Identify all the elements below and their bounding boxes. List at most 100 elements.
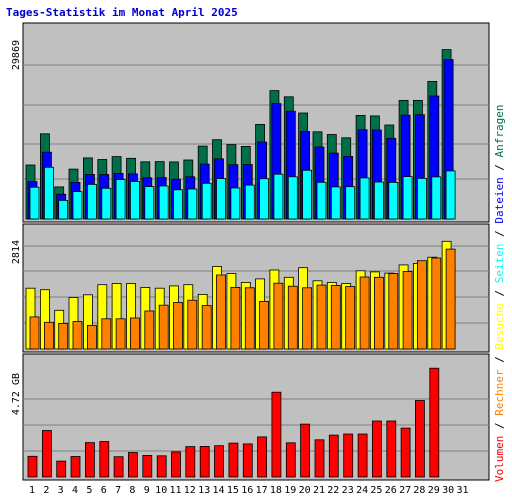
bar-rechner-day-1 — [29, 316, 40, 350]
x-tick-label: 18 — [270, 485, 282, 496]
x-tick-label: 7 — [115, 485, 121, 496]
series-volumen — [27, 367, 440, 478]
bar-seiten-day-28 — [416, 177, 427, 220]
bar-seiten-day-24 — [359, 177, 370, 220]
bar-rechner-day-13 — [201, 305, 212, 350]
bar-volumen-day-15 — [228, 442, 239, 478]
bar-volumen-day-20 — [300, 423, 311, 478]
bar-volumen-day-25 — [371, 420, 382, 478]
x-tick-label: 28 — [413, 485, 425, 496]
bar-seiten-day-12 — [187, 188, 198, 220]
bar-seiten-day-27 — [402, 176, 413, 220]
bar-rechner-day-26 — [388, 273, 399, 350]
legend-separator: / — [493, 416, 506, 436]
x-tick-label: 10 — [155, 485, 167, 496]
bar-volumen-day-5 — [85, 442, 95, 478]
bar-seiten-day-4 — [72, 191, 83, 220]
bar-volumen-day-2 — [42, 430, 52, 478]
bar-seiten-day-7 — [115, 179, 126, 220]
bar-rechner-day-7 — [115, 318, 126, 350]
bar-volumen-day-28 — [414, 400, 425, 478]
bar-volumen-day-12 — [185, 446, 196, 478]
bar-rechner-day-9 — [144, 310, 155, 350]
bar-volumen-day-14 — [214, 445, 224, 478]
bar-volumen-day-7 — [113, 456, 124, 478]
bar-rechner-day-25 — [373, 276, 384, 350]
bar-volumen-day-26 — [386, 420, 397, 478]
bar-rechner-day-16 — [244, 287, 255, 350]
legend-dateien: Dateien — [493, 177, 506, 223]
bar-seiten-day-10 — [158, 185, 169, 220]
x-tick-label: 15 — [227, 485, 239, 496]
bar-volumen-day-9 — [142, 454, 153, 478]
bar-rechner-day-8 — [129, 317, 140, 350]
panel-bottom-max-label: 4.72 GB — [11, 373, 22, 415]
legend-separator: / — [493, 157, 506, 177]
bar-seiten-day-21 — [316, 181, 327, 220]
series-rechner — [29, 248, 456, 350]
bar-volumen-day-1 — [27, 455, 38, 478]
x-tick-label: 30 — [442, 485, 454, 496]
bar-seiten-day-23 — [345, 186, 356, 220]
bar-seiten-day-5 — [87, 183, 97, 220]
bar-volumen-day-16 — [242, 443, 253, 478]
x-axis-labels: 1 2 3 4 5 6 7 8 9 10 11 12 13 14 15 16 17 18 19 20 21 22 23 24 2… — [29, 485, 469, 496]
bar-volumen-day-29 — [429, 367, 440, 478]
bar-seiten-day-29 — [431, 176, 442, 220]
panel-middle-max-label: 2814 — [11, 240, 22, 264]
x-tick-label: 5 — [86, 485, 92, 496]
bar-seiten-day-26 — [388, 181, 399, 220]
bar-seiten-day-14 — [216, 178, 226, 220]
bar-rechner-day-10 — [158, 304, 169, 350]
legend-separator: / — [493, 224, 506, 244]
bar-seiten-day-30 — [445, 170, 456, 220]
bar-seiten-day-22 — [330, 186, 341, 220]
bar-rechner-day-4 — [72, 321, 83, 350]
x-tick-label: 6 — [101, 485, 107, 496]
legend-separator: / — [493, 283, 506, 303]
x-tick-label: 8 — [129, 485, 135, 496]
x-tick-label: 22 — [327, 485, 339, 496]
bar-rechner-day-20 — [302, 287, 313, 350]
panel-top: 29869 — [11, 22, 490, 223]
x-tick-label: 2 — [43, 485, 49, 496]
bar-seiten-day-6 — [101, 187, 112, 220]
x-tick-label: 31 — [456, 485, 468, 496]
x-tick-label: 11 — [169, 485, 181, 496]
x-tick-label: 17 — [256, 485, 268, 496]
bar-seiten-day-17 — [259, 178, 270, 220]
bar-volumen-day-27 — [400, 427, 411, 478]
bar-seiten-day-18 — [273, 173, 284, 220]
bar-volumen-day-23 — [343, 433, 354, 478]
x-tick-label: 16 — [241, 485, 253, 496]
x-tick-label: 26 — [385, 485, 397, 496]
x-tick-label: 21 — [313, 485, 325, 496]
chart-title: Tages-Statistik im Monat April 2025 — [6, 6, 238, 19]
bar-rechner-day-24 — [359, 276, 370, 350]
bar-volumen-day-13 — [199, 445, 210, 478]
x-tick-label: 23 — [342, 485, 354, 496]
x-tick-label: 13 — [198, 485, 210, 496]
bar-volumen-day-24 — [357, 433, 368, 478]
x-tick-label: 12 — [184, 485, 196, 496]
bar-rechner-day-28 — [416, 260, 427, 350]
x-tick-label: 1 — [29, 485, 35, 496]
panel-bottom: 4.72 GB — [11, 353, 490, 481]
bar-seiten-day-19 — [287, 176, 298, 220]
bar-volumen-day-19 — [285, 442, 296, 478]
bar-rechner-day-5 — [87, 324, 97, 350]
bar-rechner-day-21 — [316, 284, 327, 350]
x-tick-label: 19 — [284, 485, 296, 496]
side-legend-text: Volumen / Rechner / Besuche / Seiten / D… — [493, 104, 506, 482]
legend-volumen: Volumen — [493, 436, 506, 482]
bar-seiten-day-16 — [244, 184, 255, 220]
bar-rechner-day-30 — [445, 248, 456, 350]
x-tick-label: 24 — [356, 485, 368, 496]
x-tick-label: 4 — [72, 485, 78, 496]
bar-volumen-day-3 — [56, 460, 67, 478]
bar-rechner-day-11 — [173, 302, 183, 350]
bar-seiten-day-3 — [58, 199, 69, 220]
x-tick-label: 29 — [428, 485, 440, 496]
x-tick-label: 25 — [370, 485, 382, 496]
legend-seiten: Seiten — [493, 244, 506, 284]
